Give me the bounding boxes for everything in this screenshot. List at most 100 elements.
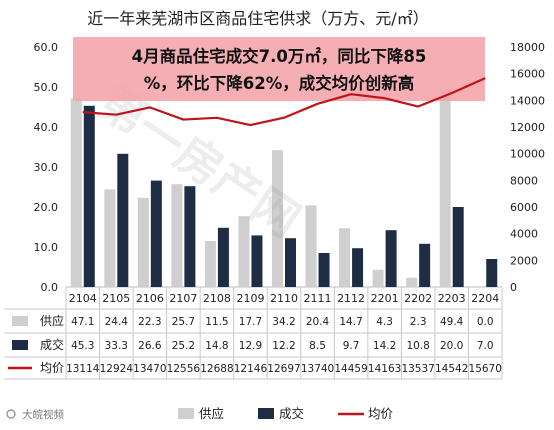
right-tick-label: 6000 — [510, 201, 538, 214]
x-category-label: 2110 — [270, 292, 298, 305]
x-category-label: 2204 — [471, 292, 499, 305]
supply-row-key — [12, 316, 28, 326]
supply-bar — [339, 228, 351, 287]
supply-bar — [439, 89, 451, 288]
price-value-label: 12688 — [200, 363, 233, 375]
x-category-label: 2107 — [169, 292, 197, 305]
supply-bar — [204, 241, 216, 287]
deal-bar — [385, 230, 397, 287]
supply-value-label: 25.7 — [172, 316, 195, 328]
deal-value-label: 20.0 — [440, 340, 463, 352]
data-table: 2104 2105 2106 2107 2108 2109 2110 2111 2112 2201… — [4, 287, 503, 380]
supply-value-label: 22.3 — [138, 316, 161, 328]
supply-bar — [272, 150, 283, 287]
price-value-label: 13537 — [401, 363, 434, 375]
annotation-line-2: %，环比下降62%，成交均价创新高 — [144, 73, 415, 93]
deal-value-label: 25.2 — [172, 340, 195, 352]
x-category-label: 2112 — [337, 292, 365, 305]
deal-bar — [217, 227, 229, 287]
annotation-line-1: 4月商品住宅成交7.0万㎡，同比下降85 — [132, 46, 427, 66]
deal-value-label: 45.3 — [71, 340, 94, 352]
left-tick-label: 10.0 — [34, 241, 59, 254]
supply-value-label: 14.7 — [339, 316, 362, 328]
deal-value-label: 26.6 — [138, 340, 162, 352]
price-value-label: 13114 — [66, 363, 100, 375]
right-axis: 0 2000 4000 6000 8000 10000 12000 14000 16000 180… — [510, 41, 545, 294]
deal-value-label: 7.0 — [477, 340, 494, 352]
legend-key-box — [258, 408, 274, 419]
deal-bar — [251, 235, 263, 287]
supply-bar — [238, 216, 250, 287]
supply-bar — [305, 205, 317, 287]
x-category-label: 2202 — [404, 292, 432, 305]
logo: 大皖视频 — [6, 408, 64, 421]
legend-label: 供应 — [199, 406, 224, 421]
right-tick-label: 0 — [510, 281, 517, 294]
deal-value-label: 12.2 — [272, 340, 295, 352]
price-row-label: 均价 — [40, 361, 64, 375]
x-category-label: 2106 — [136, 292, 164, 305]
supply-value-label: 17.7 — [239, 316, 262, 328]
annotation-banner: 4月商品住宅成交7.0万㎡，同比下降85 %，环比下降62%，成交均价创新高 — [73, 37, 485, 101]
right-tick-label: 16000 — [510, 68, 545, 81]
x-category-label: 2111 — [304, 292, 332, 305]
deal-bar — [486, 259, 498, 287]
deal-bar — [419, 243, 431, 287]
supply-bar — [104, 189, 116, 287]
x-category-label: 2104 — [69, 292, 97, 305]
price-value-label: 13470 — [133, 363, 166, 375]
deal-value-label: 14.2 — [373, 340, 396, 352]
right-tick-label: 12000 — [510, 121, 545, 134]
price-value-label: 14542 — [435, 363, 468, 375]
deal-bar — [150, 180, 162, 287]
price-line — [82, 77, 486, 127]
deal-value-label: 14.8 — [205, 340, 228, 352]
right-tick-label: 2000 — [510, 254, 538, 267]
deal-value-label: 12.9 — [239, 340, 262, 352]
deal-bar — [285, 238, 296, 287]
right-tick-label: 4000 — [510, 228, 538, 241]
price-value-label: 12146 — [234, 363, 268, 375]
price-value-label: 15670 — [469, 363, 502, 375]
supply-value-label: 20.4 — [306, 316, 330, 328]
supply-bar — [137, 197, 149, 287]
left-tick-label: 50.0 — [34, 81, 59, 94]
right-tick-label: 8000 — [510, 174, 538, 187]
deal-value-label: 9.7 — [343, 340, 360, 352]
supply-value-label: 24.4 — [105, 316, 129, 328]
deal-row-key — [12, 340, 28, 350]
left-tick-label: 0.0 — [41, 281, 59, 294]
supply-bar — [171, 184, 183, 287]
deal-value-label: 33.3 — [105, 340, 128, 352]
x-category-label: 2201 — [371, 292, 399, 305]
logo-text: 大皖视频 — [22, 408, 64, 421]
right-tick-label: 14000 — [510, 94, 545, 107]
right-tick-label: 18000 — [510, 41, 545, 54]
deal-value-label: 8.5 — [309, 340, 326, 352]
supply-bar — [372, 269, 384, 287]
price-value-label: 12556 — [167, 363, 201, 375]
deal-bar — [83, 105, 95, 287]
supply-value-label: 34.2 — [272, 316, 295, 328]
deal-bar — [352, 248, 364, 287]
x-category-label: 2109 — [236, 292, 264, 305]
supply-row-label: 供应 — [40, 313, 64, 328]
price-line-group — [82, 77, 486, 127]
deal-bar — [117, 153, 129, 287]
left-tick-label: 30.0 — [34, 161, 59, 174]
x-category-label: 2108 — [203, 292, 231, 305]
supply-value-label: 47.1 — [71, 316, 94, 328]
price-value-label: 14163 — [368, 363, 401, 375]
deal-bar — [184, 186, 196, 287]
supply-value-label: 2.3 — [410, 316, 427, 328]
bars-group — [70, 89, 498, 288]
left-axis: 0.0 10.0 20.0 30.0 40.0 50.0 60.0 — [34, 41, 59, 294]
supply-value-label: 49.4 — [440, 316, 464, 328]
supply-bar — [70, 98, 82, 287]
deal-bar — [318, 253, 330, 287]
x-category-label: 2203 — [438, 292, 466, 305]
legend-label: 均价 — [368, 406, 394, 421]
supply-value-label: 11.5 — [205, 316, 228, 328]
left-tick-label: 60.0 — [34, 41, 59, 54]
